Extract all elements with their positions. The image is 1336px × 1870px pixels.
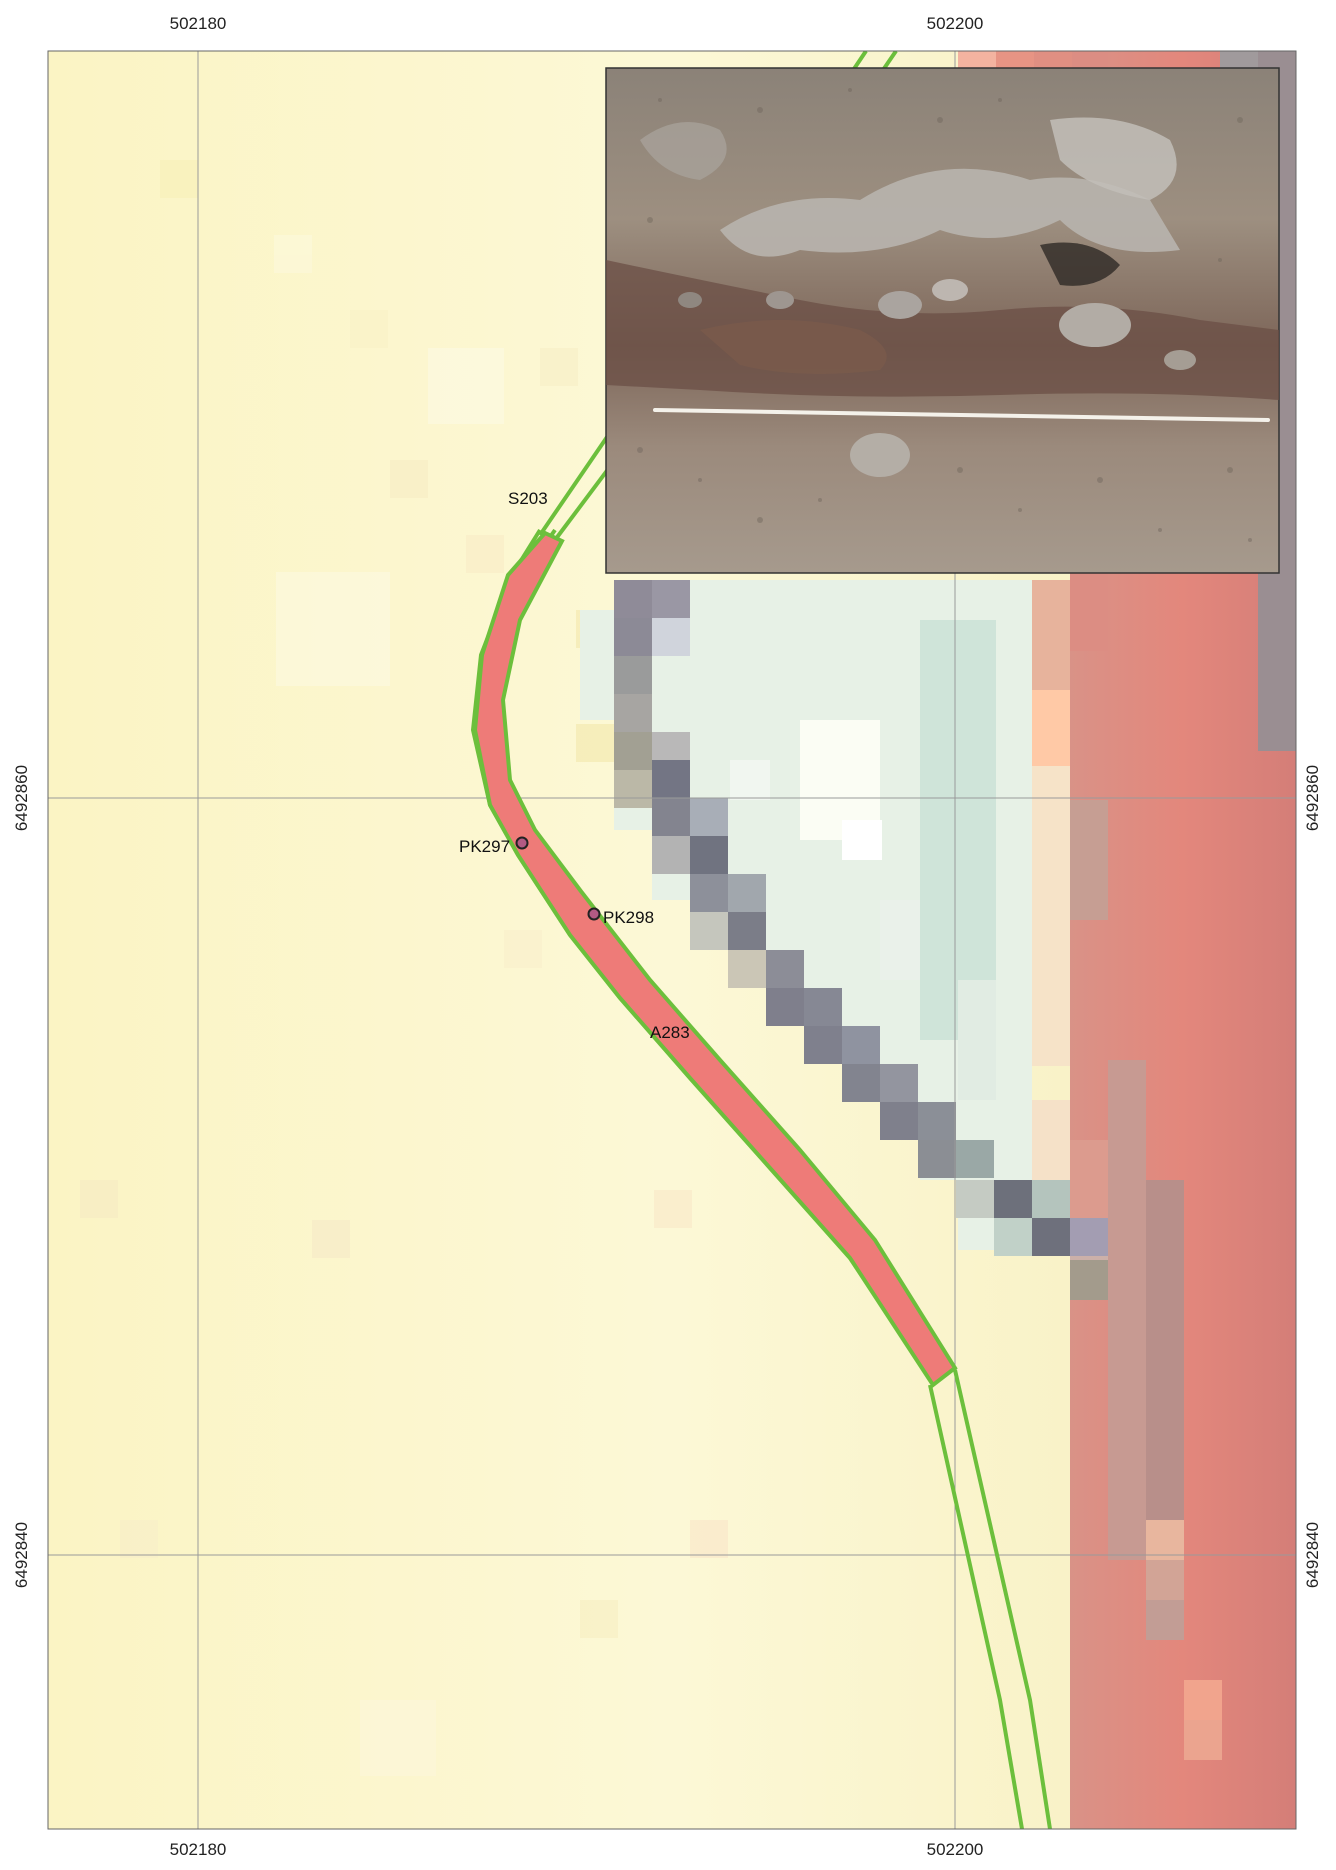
label-a283: A283 [650,1023,690,1042]
x-coord-top-right: 502200 [926,14,984,33]
map-frame [47,50,1297,1830]
point-pk298[interactable] [587,907,601,921]
x-coord-bottom-right: 502200 [926,1840,984,1859]
x-coord-bottom-left: 502180 [169,1840,227,1859]
label-s203: S203 [508,489,548,508]
excavation-photo-icon [606,88,1279,542]
pool-bright-cells [730,620,996,1100]
feature-a283[interactable] [472,530,958,1388]
inset-photo[interactable] [605,67,1280,574]
pool-area [580,580,1032,1250]
grid-lines [48,51,1296,1829]
raster-cells-left [80,160,728,1776]
point-pk297[interactable] [515,836,529,850]
pool-edge-cells [614,580,1108,1256]
x-coord-top-left: 502180 [169,14,227,33]
label-pk297: PK297 [459,837,510,856]
label-pk298: PK298 [603,908,654,927]
